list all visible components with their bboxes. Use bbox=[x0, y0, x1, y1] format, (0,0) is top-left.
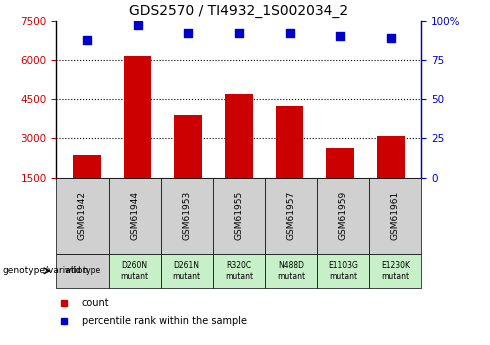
Bar bbox=[73, 156, 101, 217]
Text: R320C
mutant: R320C mutant bbox=[225, 261, 253, 280]
Text: D260N
mutant: D260N mutant bbox=[121, 261, 148, 280]
Bar bbox=[369, 254, 421, 288]
Bar bbox=[123, 56, 151, 217]
Point bbox=[184, 30, 192, 36]
Bar bbox=[108, 178, 161, 254]
Title: GDS2570 / TI4932_1S002034_2: GDS2570 / TI4932_1S002034_2 bbox=[129, 4, 348, 18]
Text: GSM61961: GSM61961 bbox=[391, 191, 400, 240]
Point bbox=[286, 30, 294, 36]
Bar bbox=[108, 254, 161, 288]
Bar bbox=[265, 254, 317, 288]
Text: wild type: wild type bbox=[65, 266, 100, 275]
Bar bbox=[317, 254, 369, 288]
Text: GSM61953: GSM61953 bbox=[182, 191, 191, 240]
Bar bbox=[56, 178, 108, 254]
Point bbox=[336, 34, 344, 39]
Text: genotype/variation: genotype/variation bbox=[2, 266, 89, 275]
Text: E1103G
mutant: E1103G mutant bbox=[328, 261, 358, 280]
Bar bbox=[275, 106, 303, 217]
Bar bbox=[161, 178, 213, 254]
Point bbox=[134, 23, 142, 28]
Bar bbox=[213, 254, 265, 288]
Text: N488D
mutant: N488D mutant bbox=[277, 261, 305, 280]
Text: GSM61957: GSM61957 bbox=[287, 191, 295, 240]
Bar bbox=[369, 178, 421, 254]
Point bbox=[387, 35, 395, 41]
Text: count: count bbox=[82, 298, 110, 308]
Bar bbox=[225, 94, 253, 217]
Bar bbox=[317, 178, 369, 254]
Bar bbox=[161, 254, 213, 288]
Bar bbox=[213, 178, 265, 254]
Point bbox=[235, 30, 243, 36]
Point bbox=[83, 37, 91, 42]
Text: GSM61944: GSM61944 bbox=[130, 191, 139, 240]
Bar bbox=[174, 115, 202, 217]
Text: GSM61959: GSM61959 bbox=[339, 191, 348, 240]
Bar bbox=[377, 136, 405, 217]
Text: GSM61942: GSM61942 bbox=[78, 191, 87, 240]
Text: GSM61955: GSM61955 bbox=[234, 191, 244, 240]
Bar bbox=[265, 178, 317, 254]
Text: percentile rank within the sample: percentile rank within the sample bbox=[82, 316, 247, 326]
Bar bbox=[326, 148, 354, 217]
Text: E1230K
mutant: E1230K mutant bbox=[381, 261, 410, 280]
Text: D261N
mutant: D261N mutant bbox=[172, 261, 201, 280]
Bar bbox=[56, 254, 108, 288]
